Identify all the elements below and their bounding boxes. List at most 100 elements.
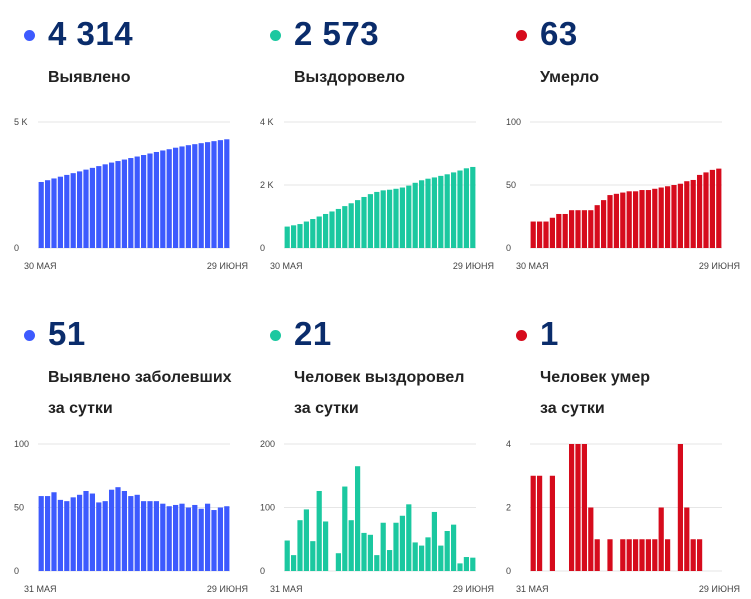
bar xyxy=(89,493,95,571)
x-start-label: 30 МАЯ xyxy=(516,261,549,271)
bar xyxy=(575,444,581,571)
bar xyxy=(211,141,217,248)
bar xyxy=(153,501,159,571)
bar xyxy=(626,539,632,571)
bar xyxy=(109,489,115,571)
stat-label-line2: за сутки xyxy=(540,400,605,417)
bar xyxy=(393,522,399,571)
bar xyxy=(361,532,367,571)
bar xyxy=(83,169,89,248)
y-tick-label: 0 xyxy=(506,566,511,576)
stat-value: 4 314 xyxy=(48,15,134,52)
legend-dot-icon xyxy=(24,330,35,341)
stat-label: Умерло xyxy=(540,69,599,86)
bar xyxy=(633,539,639,571)
bar xyxy=(310,219,316,248)
bar xyxy=(419,180,425,248)
y-tick-label: 2 K xyxy=(260,180,274,190)
bar xyxy=(419,545,425,571)
y-tick-label: 0 xyxy=(14,243,19,253)
bar xyxy=(620,539,626,571)
stat-value: 21 xyxy=(294,315,332,352)
bar xyxy=(451,524,457,571)
bar xyxy=(569,210,575,248)
bar xyxy=(102,501,108,571)
bar xyxy=(677,183,683,248)
x-end-label: 29 ИЮНЯ xyxy=(207,261,248,271)
bar xyxy=(412,542,418,571)
bar xyxy=(431,511,437,571)
bar xyxy=(147,153,153,248)
y-tick-label: 50 xyxy=(506,180,516,190)
bar xyxy=(323,521,329,571)
y-tick-label: 0 xyxy=(260,566,265,576)
bar-chart: 5 K 0 30 МАЯ 29 ИЮНЯ xyxy=(14,117,248,271)
bar xyxy=(342,486,348,571)
bar xyxy=(316,216,322,248)
bar xyxy=(102,164,108,248)
bar xyxy=(70,497,76,571)
bar xyxy=(645,190,651,248)
bar xyxy=(310,541,316,571)
bar xyxy=(205,142,211,248)
bar xyxy=(639,539,645,571)
bar xyxy=(185,145,191,248)
bar xyxy=(594,539,600,571)
bar xyxy=(380,522,386,571)
bar xyxy=(64,501,70,571)
bar xyxy=(224,506,230,571)
bar xyxy=(530,475,536,571)
bar xyxy=(665,539,671,571)
bar xyxy=(537,475,543,571)
bar xyxy=(160,503,166,571)
bar xyxy=(64,174,70,248)
bar xyxy=(297,224,303,248)
bar xyxy=(537,221,543,248)
bar xyxy=(431,177,437,248)
y-tick-label: 100 xyxy=(506,117,521,127)
bar xyxy=(633,191,639,248)
bar xyxy=(173,147,179,248)
bar xyxy=(581,444,587,571)
bar xyxy=(192,144,198,248)
bar xyxy=(690,179,696,248)
legend-dot-icon xyxy=(516,30,527,41)
bar xyxy=(217,140,223,248)
bar xyxy=(543,221,549,248)
bar xyxy=(438,545,444,571)
bar xyxy=(329,211,335,248)
bar xyxy=(665,186,671,248)
bar xyxy=(38,496,44,571)
bar xyxy=(147,501,153,571)
legend-dot-icon xyxy=(516,330,527,341)
bar xyxy=(399,187,405,248)
bar xyxy=(217,507,223,571)
bar xyxy=(457,563,463,571)
bar-chart: 4 2 0 31 МАЯ 29 ИЮНЯ xyxy=(506,439,740,594)
bar xyxy=(211,510,217,571)
bar xyxy=(645,539,651,571)
bar xyxy=(716,168,722,248)
bar xyxy=(121,490,127,571)
x-start-label: 30 МАЯ xyxy=(270,261,303,271)
bar xyxy=(399,515,405,571)
bar xyxy=(562,213,568,248)
bar xyxy=(115,161,121,248)
stat-value: 1 xyxy=(540,315,559,352)
bar xyxy=(406,185,412,248)
bar xyxy=(205,503,211,571)
bar xyxy=(141,155,147,248)
bar xyxy=(470,166,476,248)
bar xyxy=(463,168,469,248)
bar xyxy=(697,174,703,248)
x-start-label: 31 МАЯ xyxy=(270,584,303,594)
y-tick-label: 100 xyxy=(14,439,29,449)
bar xyxy=(425,537,431,571)
bar xyxy=(658,507,664,571)
bar xyxy=(297,520,303,571)
bar xyxy=(355,466,361,571)
bar xyxy=(588,507,594,571)
bar xyxy=(348,520,354,571)
bar xyxy=(166,149,172,248)
x-end-label: 29 ИЮНЯ xyxy=(207,584,248,594)
